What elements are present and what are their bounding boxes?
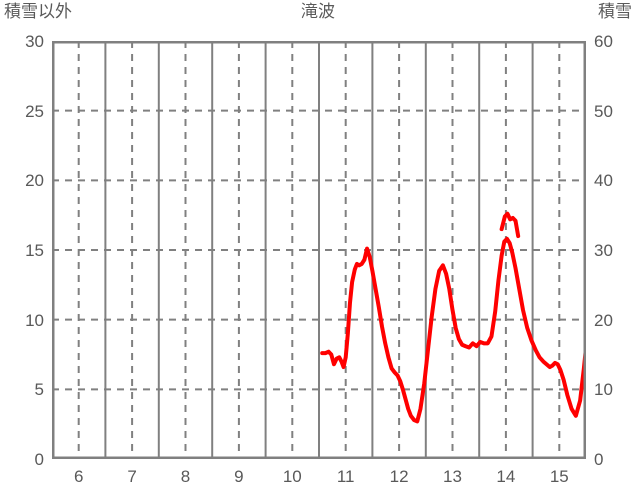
plot-area xyxy=(52,41,586,459)
series-line-0 xyxy=(320,236,586,424)
right-tick-label-30: 30 xyxy=(594,241,613,260)
x-tick-label-14: 14 xyxy=(496,467,516,486)
left-tick-label-15: 15 xyxy=(25,241,44,260)
horizontal-gridlines xyxy=(52,109,586,391)
left-tick-label-10: 10 xyxy=(25,310,44,330)
left-tick-label-20: 20 xyxy=(25,171,44,191)
left-tick-label-5: 5 xyxy=(34,380,44,400)
x-tick-label-9: 9 xyxy=(234,467,244,486)
right-tick-label-60: 60 xyxy=(594,32,613,51)
x-tick-label-11: 11 xyxy=(336,467,355,486)
plot-svg xyxy=(52,41,586,459)
x-tick-label-12: 12 xyxy=(389,467,409,486)
x-tick-label-10: 10 xyxy=(282,467,302,486)
right-tick-label-10: 10 xyxy=(594,380,613,400)
series-line-peak-detail xyxy=(499,211,521,239)
right-tick-label-0: 0 xyxy=(594,450,604,469)
x-tick-label-6: 6 xyxy=(73,467,84,486)
x-tick-label-13: 13 xyxy=(443,467,462,486)
x-tick-label-7: 7 xyxy=(127,467,137,486)
left-tick-label-30: 30 xyxy=(25,32,44,51)
x-tick-label-15: 15 xyxy=(549,467,569,486)
right-tick-label-40: 40 xyxy=(594,171,613,191)
left-tick-label-0: 0 xyxy=(34,450,44,469)
chart-title: 滝波 xyxy=(301,2,335,21)
series-layer xyxy=(320,211,586,459)
left-tick-label-25: 25 xyxy=(25,101,44,121)
right-tick-label-20: 20 xyxy=(594,310,613,330)
right-tick-label-50: 50 xyxy=(594,101,613,121)
left-axis-title: 積雪以外 xyxy=(4,2,72,21)
x-tick-label-8: 8 xyxy=(180,467,191,486)
right-axis-title: 積雪 xyxy=(598,2,632,21)
